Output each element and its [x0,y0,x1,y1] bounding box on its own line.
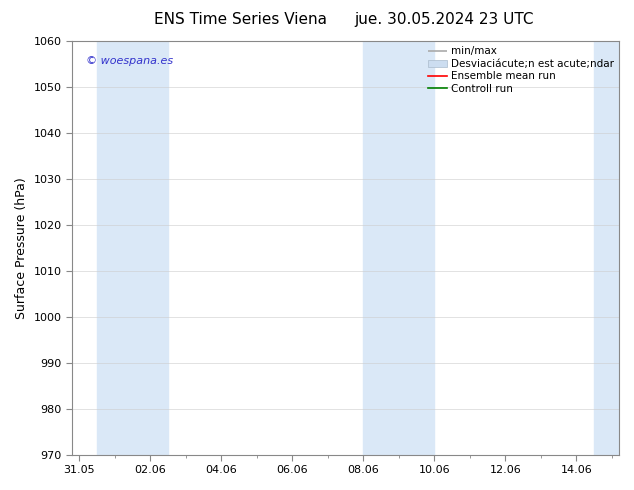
Text: ENS Time Series Viena: ENS Time Series Viena [155,12,327,27]
Text: jue. 30.05.2024 23 UTC: jue. 30.05.2024 23 UTC [354,12,534,27]
Text: © woespana.es: © woespana.es [86,55,173,66]
Bar [594,41,619,455]
Y-axis label: Surface Pressure (hPa): Surface Pressure (hPa) [15,177,28,318]
Legend: min/max, Desviaciácute;n est acute;ndar, Ensemble mean run, Controll run: min/max, Desviaciácute;n est acute;ndar,… [426,44,616,96]
Bar [363,41,434,455]
Bar [97,41,168,455]
